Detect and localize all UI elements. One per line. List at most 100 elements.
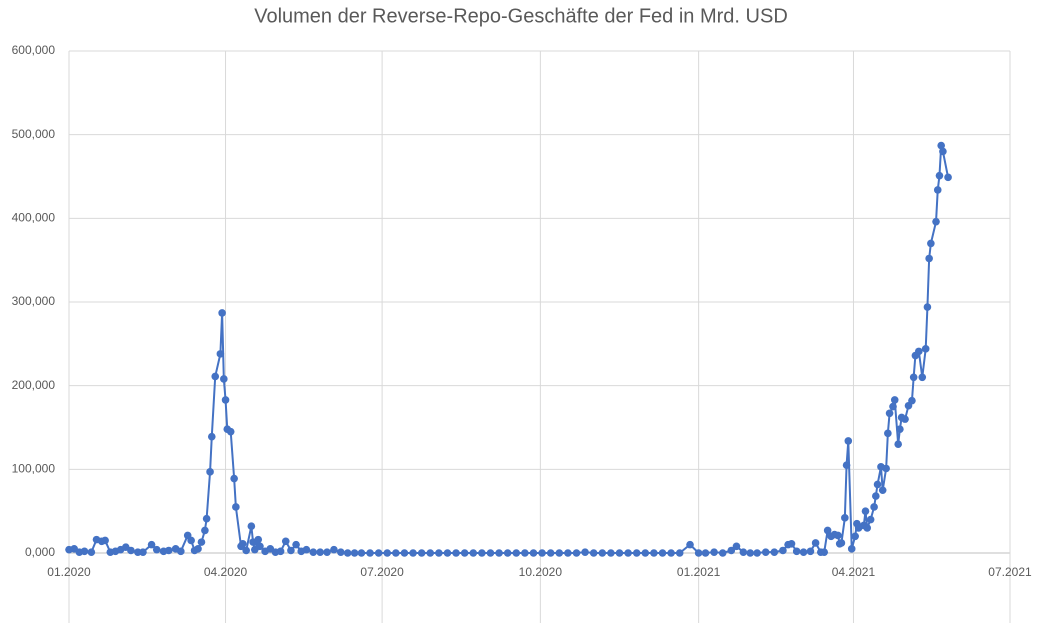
- data-point: [727, 546, 736, 555]
- data-point: [323, 548, 331, 556]
- data-point: [761, 548, 770, 556]
- data-point: [426, 549, 435, 557]
- data-point: [834, 531, 842, 540]
- data-point: [615, 549, 624, 557]
- chart-title: Volumen der Reverse-Repo-Geschäfte der F…: [254, 5, 788, 27]
- data-point: [254, 535, 263, 544]
- data-point: [292, 540, 300, 549]
- y-tick-label: 600,000: [12, 43, 56, 57]
- y-tick-label: 400,000: [12, 211, 56, 225]
- data-point: [221, 396, 230, 404]
- data-point: [873, 480, 882, 489]
- series-line: [68, 145, 950, 555]
- data-point: [309, 548, 318, 556]
- data-point: [866, 515, 875, 524]
- data-point: [529, 549, 538, 557]
- data-point: [844, 437, 853, 445]
- data-point: [87, 548, 96, 556]
- data-point: [779, 546, 787, 555]
- data-point: [572, 549, 581, 557]
- data-point: [710, 548, 718, 556]
- data-point: [792, 547, 801, 556]
- data-point: [944, 173, 952, 182]
- data-point: [164, 546, 173, 555]
- x-tick-label: 04.2021: [832, 565, 876, 579]
- data-point: [641, 549, 650, 557]
- data-point: [932, 217, 940, 226]
- data-point: [478, 549, 486, 557]
- data-point: [211, 372, 220, 381]
- data-point: [694, 549, 703, 557]
- data-point: [885, 409, 894, 418]
- data-point: [841, 514, 849, 522]
- data-point: [207, 432, 216, 441]
- data-point: [538, 549, 546, 557]
- data-point: [101, 536, 109, 545]
- data-point: [238, 539, 247, 548]
- data-point: [753, 549, 761, 557]
- data-point: [718, 549, 727, 557]
- data-point: [230, 474, 238, 483]
- data-point: [226, 427, 235, 436]
- data-point: [343, 549, 352, 557]
- data-point: [701, 549, 710, 557]
- data-point: [909, 373, 918, 382]
- data-point: [894, 440, 902, 449]
- data-point: [632, 549, 641, 557]
- data-point: [316, 548, 324, 556]
- data-point: [232, 503, 240, 511]
- data-point: [842, 461, 851, 469]
- data-point: [890, 396, 899, 404]
- data-point: [884, 429, 892, 438]
- data-point: [80, 547, 89, 556]
- data-point: [686, 540, 694, 549]
- y-tick-label: 200,000: [12, 378, 56, 392]
- data-point: [374, 549, 383, 557]
- data-point: [889, 402, 897, 411]
- y-tick-label: 500,000: [12, 127, 56, 141]
- data-point: [667, 549, 675, 557]
- data-point: [870, 503, 878, 511]
- data-point: [202, 514, 211, 523]
- data-point: [908, 396, 916, 405]
- data-point: [383, 549, 392, 557]
- data-point: [247, 522, 256, 531]
- data-point: [658, 549, 667, 557]
- y-tick-label: 0,000: [25, 545, 55, 559]
- data-point: [624, 549, 632, 557]
- data-point: [935, 171, 944, 180]
- data-point: [330, 545, 338, 554]
- data-point: [147, 540, 156, 549]
- data-point: [435, 549, 443, 557]
- y-tick-label: 300,000: [12, 294, 56, 308]
- data-point: [770, 548, 779, 556]
- data-point: [863, 524, 872, 532]
- data-point: [820, 548, 829, 556]
- data-point: [127, 546, 135, 555]
- data-point: [206, 468, 214, 476]
- data-point: [469, 549, 478, 557]
- data-point: [650, 549, 658, 557]
- data-point: [921, 345, 930, 353]
- data-point: [337, 548, 345, 556]
- data-point: [806, 547, 815, 556]
- data-point: [218, 309, 226, 317]
- data-point: [787, 539, 796, 548]
- data-point: [242, 546, 250, 555]
- data-point: [287, 546, 295, 555]
- data-point: [512, 549, 521, 557]
- data-point: [486, 549, 495, 557]
- data-point: [302, 545, 311, 554]
- data-point: [939, 147, 947, 156]
- data-point: [194, 545, 202, 553]
- data-point: [923, 303, 932, 311]
- x-tick-label: 10.2020: [519, 565, 563, 579]
- data-point: [901, 415, 909, 423]
- data-point: [933, 186, 942, 194]
- x-tick-label: 01.2020: [47, 565, 91, 579]
- data-point: [564, 549, 572, 557]
- data-point: [152, 545, 161, 554]
- data-point: [256, 542, 264, 551]
- data-point: [799, 548, 808, 556]
